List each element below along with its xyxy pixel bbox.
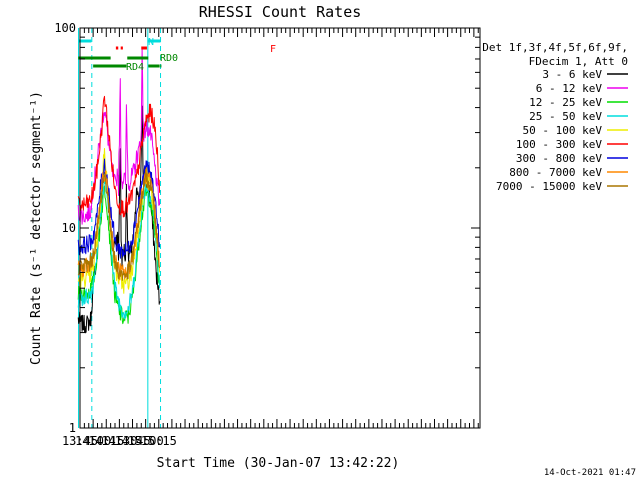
x-tick-label-14-30: 14:30	[101, 434, 137, 448]
footer-timestamp: 14-Oct-2021 01:47	[544, 468, 636, 478]
series-line-7000-15000-kev	[77, 168, 161, 281]
y-axis: 1 10 100	[54, 21, 480, 435]
x-axis-label: Start Time (30-Jan-07 13:42:22)	[157, 456, 400, 471]
y-axis-label: Count Rate (s⁻¹ detector segment⁻¹)	[29, 91, 44, 365]
legend: Det 1f,3f,4f,5f,6f,9f,FDecim 1, Att 03 -…	[482, 41, 628, 193]
legend-label-3-6-kev: 3 - 6 keV	[542, 68, 602, 81]
chart-title: RHESSI Count Rates	[199, 3, 362, 21]
flag-label-rd4: RD4	[126, 62, 144, 73]
series-line-25-50-kev	[77, 173, 161, 320]
y-tick-label-10: 10	[62, 221, 76, 235]
legend-label-100-300-kev: 100 - 300 keV	[516, 138, 602, 151]
x-tick-label-15-00: 15:00	[128, 434, 164, 448]
legend-label-7000-15000-kev: 7000 - 15000 keV	[496, 180, 602, 193]
x-tick-label-14-00: 14:00	[75, 434, 111, 448]
legend-header-1: FDecim 1, Att 0	[529, 55, 628, 68]
legend-label-6-12-kev: 6 - 12 keV	[536, 82, 603, 95]
x-tick-label-13-45: 13:45	[62, 434, 98, 448]
x-tick-label-15-15: 15:15	[141, 434, 177, 448]
legend-header-0: Det 1f,3f,4f,5f,6f,9f,	[482, 41, 628, 54]
y-tick-label-1: 1	[69, 421, 76, 435]
y-tick-label-100: 100	[54, 21, 76, 35]
legend-label-12-25-kev: 12 - 25 keV	[529, 96, 602, 109]
flag-label-n: N	[148, 37, 154, 48]
x-tick-label-14-15: 14:15	[88, 434, 124, 448]
legend-label-50-100-kev: 50 - 100 keV	[523, 124, 603, 137]
x-tick-label-14-45: 14:45	[114, 434, 150, 448]
series-line-300-800-kev	[77, 158, 161, 259]
legend-label-25-50-kev: 25 - 50 keV	[529, 110, 602, 123]
flag-label-f: F	[270, 44, 276, 55]
legend-label-300-800-kev: 300 - 800 keV	[516, 152, 602, 165]
flag-label-rd0: RD0	[160, 53, 178, 64]
legend-label-800-7000-kev: 800 - 7000 keV	[509, 166, 602, 179]
series-line-12-25-kev	[77, 185, 161, 325]
series-line-100-300-kev	[77, 95, 161, 218]
plot-area: N F RD0 RD4	[77, 28, 276, 428]
